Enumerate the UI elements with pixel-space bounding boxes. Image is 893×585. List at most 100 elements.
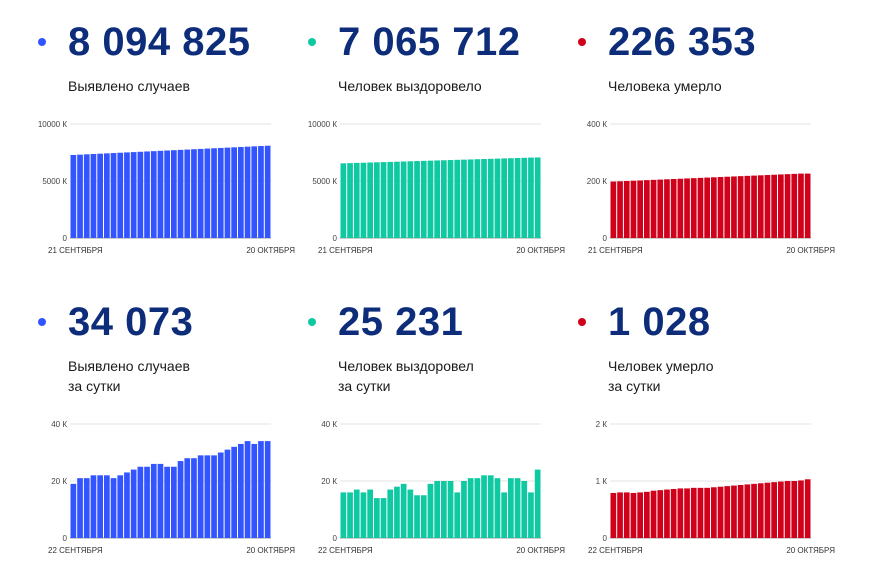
bar	[150, 151, 157, 238]
bar	[521, 157, 528, 238]
bar	[434, 160, 440, 238]
bar	[157, 150, 164, 238]
bar	[487, 158, 494, 238]
bar	[731, 176, 737, 238]
bar	[231, 446, 237, 538]
bar	[474, 159, 481, 238]
y-tick-label: 0	[333, 234, 338, 243]
bar	[191, 458, 197, 538]
bar	[704, 487, 710, 538]
x-tick-label-start: 21 СЕНТЯБРЯ	[588, 246, 643, 255]
bar	[374, 162, 380, 238]
bar	[97, 153, 103, 238]
bar	[110, 153, 117, 238]
bar	[737, 484, 744, 538]
bar	[414, 495, 420, 538]
bar	[514, 157, 521, 238]
confirmed-total-chart: 0 5000 К 10000 К 21 СЕНТЯБРЯ 20 ОКТЯБРЯ	[38, 120, 295, 255]
deaths-total-chart: 0 200 К 400 К 21 СЕНТЯБРЯ 20 ОКТЯБРЯ	[587, 120, 835, 255]
bar	[704, 177, 710, 238]
bar	[447, 481, 454, 538]
bar	[690, 178, 697, 238]
bar	[83, 478, 90, 538]
confirmed-daily-label-line2: за сутки	[68, 378, 121, 394]
bar	[670, 179, 677, 238]
recovered-daily-value: 25 231	[338, 300, 464, 344]
bar	[144, 151, 150, 238]
confirmed-total-value: 8 094 825	[68, 20, 251, 64]
bar	[117, 152, 124, 238]
bar	[711, 487, 717, 538]
bar	[204, 455, 211, 538]
bar	[737, 176, 744, 238]
bar	[380, 498, 387, 538]
bar	[454, 159, 461, 238]
bar	[360, 492, 367, 538]
bar	[684, 488, 690, 538]
recovered-total-value: 7 065 712	[338, 20, 521, 64]
deaths-daily-label: Человек умерло за сутки	[608, 356, 714, 396]
recovered-daily-label-line1: Человек выздоровел	[338, 358, 474, 374]
y-tick-label: 5000 К	[42, 177, 67, 186]
deaths-daily-label-line1: Человек умерло	[608, 358, 714, 374]
bar	[340, 163, 347, 238]
bar	[657, 490, 664, 538]
bar	[407, 489, 414, 538]
bar	[494, 158, 501, 238]
bar	[70, 483, 77, 538]
bar	[610, 181, 617, 238]
bar	[677, 488, 684, 538]
y-tick-label: 10000 К	[308, 120, 337, 129]
y-tick-label: 20 К	[321, 477, 337, 486]
bar	[211, 148, 217, 238]
bar	[771, 482, 777, 538]
bar	[217, 452, 224, 538]
bar	[617, 181, 623, 238]
bar	[494, 478, 501, 538]
bar	[474, 478, 481, 538]
bar	[427, 483, 434, 538]
bar	[427, 160, 434, 238]
recovered-daily-marker-dot	[308, 318, 316, 326]
bar	[400, 161, 407, 238]
confirmed-daily-marker-dot	[38, 318, 46, 326]
bar	[717, 177, 724, 238]
bar	[528, 157, 534, 238]
bar	[441, 160, 447, 238]
bar	[137, 151, 144, 238]
bar	[508, 158, 514, 238]
bar	[414, 161, 420, 238]
bar	[117, 475, 124, 538]
bar	[211, 455, 217, 538]
bar	[650, 179, 657, 238]
confirmed-total-label: Выявлено случаев	[68, 76, 190, 96]
bar	[778, 481, 784, 538]
bar	[771, 174, 777, 238]
bar	[461, 159, 467, 238]
deaths-total-value: 226 353	[608, 20, 757, 64]
bar	[610, 492, 617, 538]
y-tick-label: 0	[603, 534, 608, 543]
deaths-daily-marker-dot	[578, 318, 586, 326]
bar	[251, 443, 258, 538]
bar	[197, 148, 204, 238]
y-tick-label: 10000 К	[38, 120, 67, 129]
bar	[164, 466, 170, 538]
bar	[77, 478, 83, 538]
bar	[467, 159, 474, 238]
bar	[130, 469, 137, 538]
confirmed-daily-label: Выявлено случаев за сутки	[68, 356, 190, 396]
bar	[501, 158, 507, 238]
bar	[367, 489, 373, 538]
bar	[784, 481, 791, 538]
bar	[264, 145, 271, 238]
confirmed-daily-label-line1: Выявлено случаев	[68, 358, 190, 374]
bar	[677, 178, 684, 238]
bar	[177, 149, 184, 238]
bar	[778, 174, 784, 238]
bar	[764, 175, 771, 238]
bar	[130, 152, 137, 238]
bar	[124, 152, 130, 238]
bar	[204, 148, 211, 238]
y-tick-label: 0	[63, 534, 68, 543]
